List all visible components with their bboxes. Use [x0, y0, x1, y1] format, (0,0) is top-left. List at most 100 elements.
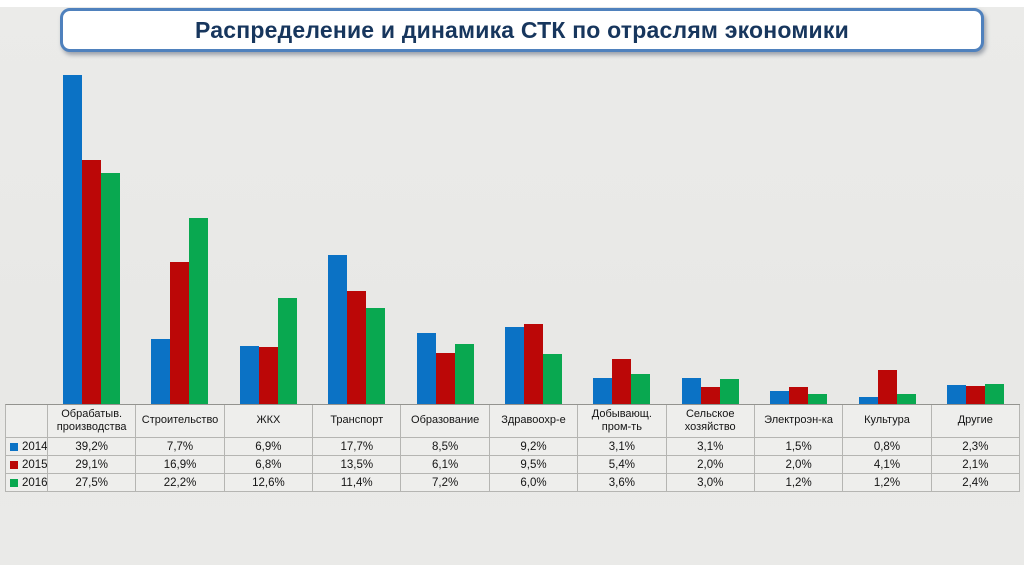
bar-2016-7: [719, 378, 739, 404]
value-2015-6: 5,4%: [578, 456, 667, 474]
bar-2015-3: [347, 290, 367, 404]
value-2016-5: 6,0%: [489, 474, 579, 492]
plot-area: [5, 64, 1020, 404]
value-2016-0: 27,5%: [48, 474, 137, 492]
bar-group-2: [224, 64, 312, 404]
column-header-3: Транспорт: [313, 405, 402, 438]
bar-2014-5: [504, 326, 524, 404]
value-2016-3: 11,4%: [313, 474, 402, 492]
column-header-line: Обрабатыв.: [61, 407, 123, 420]
bar-group-5: [489, 64, 577, 404]
legend-swatch-2015: [10, 460, 18, 469]
bar-2016-5: [542, 353, 562, 404]
bar-2016-1: [189, 217, 209, 404]
column-header-line: производства: [56, 421, 127, 433]
bar-2015-0: [81, 159, 101, 404]
bar-group-3: [312, 64, 400, 404]
column-header-4: Образование: [401, 405, 490, 438]
bar-2014-0: [62, 74, 82, 404]
bar-2016-4: [454, 343, 474, 404]
bar-2014-3: [328, 255, 348, 404]
value-2016-7: 3,0%: [666, 474, 755, 492]
column-header-7: Сельское хозяйство: [666, 405, 755, 438]
bar-2015-2: [258, 346, 278, 404]
column-header-line: хозяйство: [684, 421, 736, 433]
legend-2014: 2014: [6, 438, 48, 456]
bar-group-8: [755, 64, 843, 404]
value-2015-5: 9,5%: [489, 456, 579, 474]
column-header-line: Культура: [864, 414, 910, 427]
value-2014-10: 2,3%: [931, 438, 1020, 456]
chart-data-table: Обрабатыв. производства Строительство ЖКХ Тр…: [5, 404, 1020, 492]
slide-title: Распределение и динамика СТК по отраслям…: [195, 16, 849, 43]
bar-2016-10: [985, 383, 1005, 404]
value-2014-7: 3,1%: [666, 438, 755, 456]
column-header-line: Транспорт: [330, 414, 384, 427]
value-2014-1: 7,7%: [136, 438, 225, 456]
column-header-line: Другие: [957, 414, 993, 427]
bar-2014-8: [770, 391, 790, 404]
legend-label-2016: 2016: [22, 476, 48, 489]
column-header-line: Здравоохр-е: [501, 414, 566, 427]
column-header-line: Электроэн-ка: [764, 414, 833, 427]
bar-group-9: [843, 64, 931, 404]
bar-2015-1: [170, 262, 190, 404]
bar-2015-8: [789, 387, 809, 404]
value-2015-1: 16,9%: [136, 456, 225, 474]
bar-2014-10: [947, 384, 967, 404]
value-2015-10: 2,1%: [931, 456, 1020, 474]
value-2014-5: 9,2%: [489, 438, 579, 456]
value-2014-9: 0,8%: [843, 438, 932, 456]
column-header-0: Обрабатыв. производства: [48, 405, 137, 438]
legend-swatch-2014: [10, 442, 18, 451]
column-header-line: Образование: [411, 414, 480, 427]
value-2016-10: 2,4%: [931, 474, 1020, 492]
table-corner-cell: [6, 405, 48, 438]
value-2014-3: 17,7%: [313, 438, 402, 456]
value-2015-9: 4,1%: [843, 456, 932, 474]
column-header-line: Добывающ.: [591, 407, 652, 420]
bar-group-0: [47, 64, 135, 404]
column-header-1: Строительство: [136, 405, 225, 438]
value-2014-6: 3,1%: [578, 438, 667, 456]
bar-group-4: [401, 64, 489, 404]
bar-group-10: [932, 64, 1020, 404]
legend-swatch-2016: [10, 478, 18, 487]
column-header-9: Культура: [843, 405, 932, 438]
bar-2016-8: [808, 393, 828, 404]
value-2014-8: 1,5%: [754, 438, 844, 456]
value-2016-6: 3,6%: [578, 474, 667, 492]
bar-2014-9: [858, 397, 878, 404]
bar-2014-7: [681, 378, 701, 404]
bar-2016-3: [366, 308, 386, 404]
bar-2015-7: [700, 387, 720, 404]
legend-2016: 2016: [6, 474, 48, 492]
bar-2015-5: [523, 324, 543, 404]
column-header-5: Здравоохр-е: [489, 405, 579, 438]
column-header-line: ЖКХ: [256, 414, 281, 427]
bar-2016-9: [896, 393, 916, 404]
column-header-6: Добывающ. пром-ть: [578, 405, 667, 438]
bar-2015-6: [612, 358, 632, 404]
value-2014-4: 8,5%: [401, 438, 490, 456]
value-2016-2: 12,6%: [224, 474, 314, 492]
plot-legend-spacer: [5, 64, 47, 404]
bar-2014-4: [416, 332, 436, 404]
value-2016-1: 22,2%: [136, 474, 225, 492]
column-header-line: Строительство: [141, 414, 219, 427]
bar-2014-6: [593, 378, 613, 404]
value-2016-8: 1,2%: [754, 474, 844, 492]
bar-2014-2: [239, 346, 259, 404]
bar-2015-10: [966, 386, 986, 404]
bar-2016-2: [277, 298, 297, 404]
legend-label-2015: 2015: [22, 458, 48, 471]
bar-chart: Обрабатыв. производства Строительство ЖКХ Тр…: [5, 64, 1020, 492]
value-2015-7: 2,0%: [666, 456, 755, 474]
bar-2015-4: [435, 352, 455, 404]
slide-title-box: Распределение и динамика СТК по отраслям…: [60, 8, 984, 52]
value-2015-2: 6,8%: [224, 456, 314, 474]
value-2016-4: 7,2%: [401, 474, 490, 492]
legend-2015: 2015: [6, 456, 48, 474]
column-header-8: Электроэн-ка: [754, 405, 844, 438]
